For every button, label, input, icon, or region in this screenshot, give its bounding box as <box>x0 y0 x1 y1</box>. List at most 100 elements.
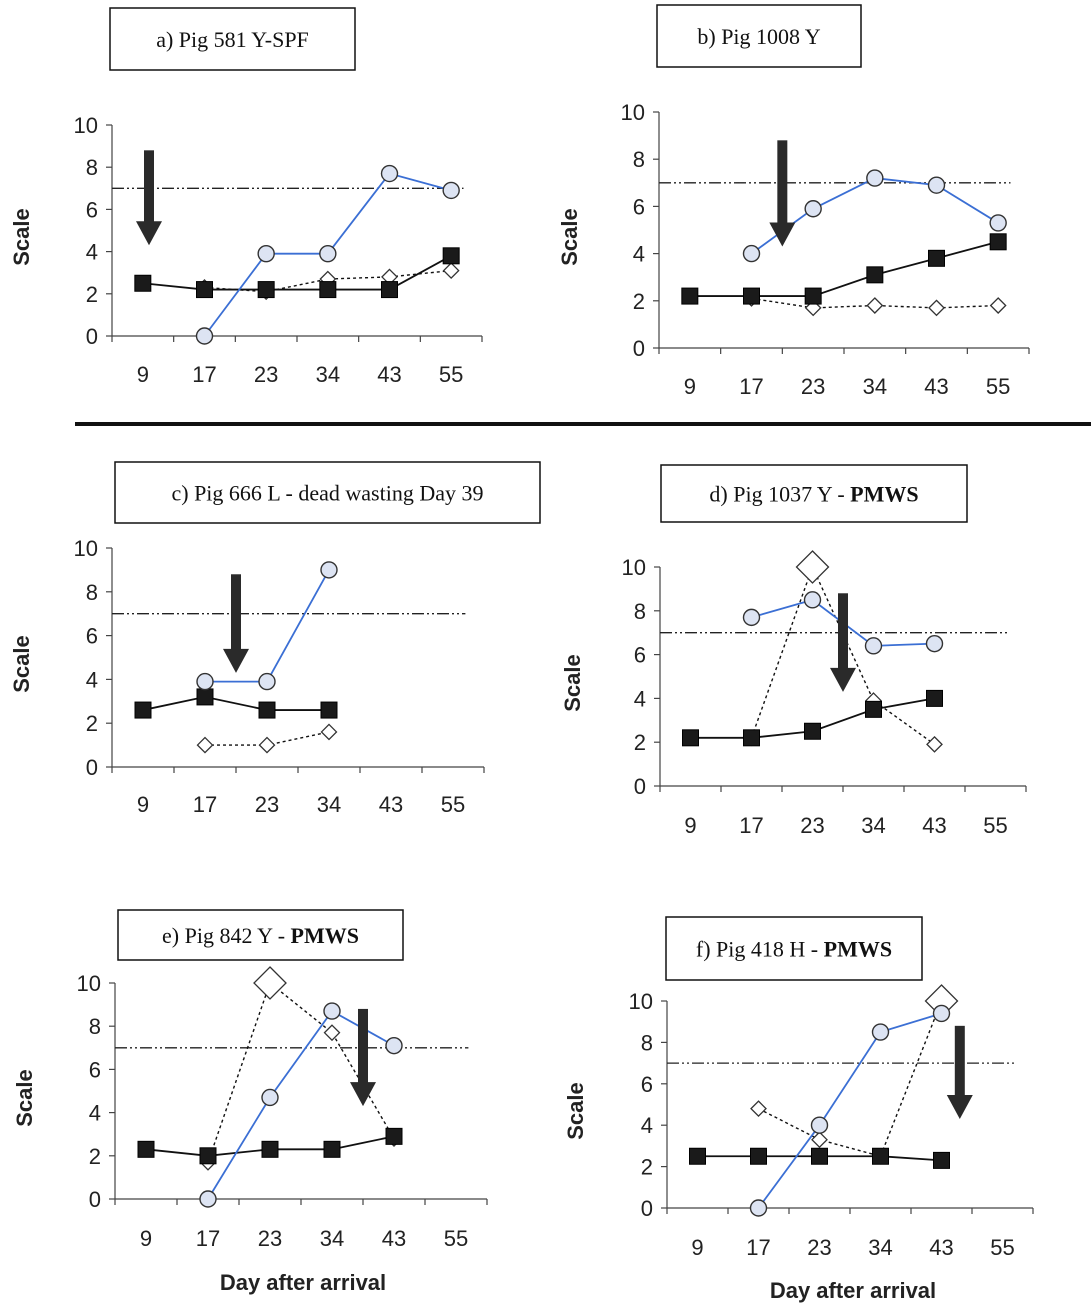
point-diamond <box>750 1100 767 1118</box>
point-square <box>442 247 460 265</box>
point-circle <box>380 164 399 183</box>
y-tick-label: 4 <box>86 667 98 692</box>
x-tick-label: 34 <box>863 374 887 399</box>
point-square <box>743 729 760 747</box>
chart-title-box <box>117 909 404 961</box>
point-square <box>134 701 152 719</box>
point-circle <box>323 1002 341 1020</box>
point-circle <box>199 1190 217 1208</box>
point-diamond <box>926 735 943 753</box>
point-diamond <box>196 736 214 754</box>
x-tick-label: 23 <box>255 792 279 817</box>
series-line-circle <box>205 569 330 683</box>
point-circle <box>319 245 337 263</box>
point-diamond <box>811 1131 828 1149</box>
point-square <box>750 1147 767 1165</box>
point-circle <box>195 327 214 345</box>
y-tick-label: 8 <box>89 1014 101 1039</box>
point-diamond <box>866 297 884 314</box>
y-tick-label: 0 <box>89 1187 101 1212</box>
x-tick-label: 23 <box>801 374 825 399</box>
x-tick-label: 55 <box>986 374 1010 399</box>
point-square <box>196 281 213 299</box>
point-circle <box>803 591 822 609</box>
series-line-diamond <box>751 297 999 309</box>
arrow-head-icon <box>830 667 856 692</box>
point-circle <box>932 1004 951 1023</box>
x-tick-label: 9 <box>137 362 149 387</box>
series-line-circle <box>750 177 999 255</box>
point-square <box>381 281 398 299</box>
arrow-head-icon <box>136 221 162 246</box>
y-tick-label: 2 <box>641 1155 653 1180</box>
chart-panel-4: d) Pig 1037 Y - PMWS 0 2 4 6 8 10 9 17 23 34 43 55 Sc… <box>560 464 1027 838</box>
x-tick-label: 55 <box>990 1235 1014 1260</box>
x-axis-label: Day after arrival <box>770 1278 936 1303</box>
arrow-shaft <box>358 1008 368 1085</box>
arrow-shaft <box>954 1025 965 1097</box>
series-line-square <box>142 255 452 291</box>
point-circle <box>866 169 884 187</box>
chart-title: d) Pig 1037 Y - PMWS <box>709 482 918 507</box>
point-square <box>933 1151 950 1169</box>
chart-title-box <box>114 461 541 524</box>
point-square <box>865 700 882 718</box>
chart-title-box <box>656 4 862 68</box>
y-tick-label: 4 <box>633 242 645 267</box>
y-tick-label: 6 <box>86 624 98 649</box>
point-square <box>137 1140 155 1158</box>
x-tick-label: 34 <box>861 813 885 838</box>
arrow-shaft <box>144 150 154 224</box>
point-square <box>866 266 884 284</box>
point-square <box>196 688 214 706</box>
chart-title-box <box>660 464 968 523</box>
series-line-square <box>689 240 999 297</box>
point-circle <box>927 176 946 194</box>
series-line-circle <box>757 1012 942 1209</box>
y-tick-label: 2 <box>86 282 98 307</box>
point-square <box>811 1147 828 1165</box>
x-tick-label: 43 <box>379 792 403 817</box>
y-tick-label: 4 <box>641 1113 653 1138</box>
x-tick-label: 17 <box>196 1226 220 1251</box>
point-diamond <box>323 1024 341 1042</box>
x-tick-label: 55 <box>439 362 463 387</box>
x-tick-label: 23 <box>800 813 824 838</box>
point-circle <box>258 672 276 691</box>
x-tick-label: 55 <box>444 1226 468 1251</box>
y-tick-label: 6 <box>641 1072 653 1097</box>
point-square <box>682 729 699 747</box>
x-tick-label: 43 <box>924 374 948 399</box>
point-diamond <box>795 550 830 584</box>
x-tick-label: 43 <box>382 1226 406 1251</box>
x-tick-label: 23 <box>807 1235 831 1260</box>
y-tick-label: 2 <box>89 1144 101 1169</box>
chart-title: e) Pig 842 Y - PMWS <box>162 923 359 948</box>
y-tick-label: 2 <box>86 711 98 736</box>
chart-panel-6: f) Pig 418 H - PMWS 0 2 4 6 8 10 9 17 23 34 43 55 Sca… <box>563 916 1034 1303</box>
chart-title: a) Pig 581 Y-SPF <box>156 27 309 52</box>
y-tick-label: 6 <box>86 197 98 222</box>
series-line-square <box>142 695 329 711</box>
point-square <box>689 1147 706 1165</box>
point-square <box>385 1127 403 1145</box>
chart-title-text: d) Pig 1037 Y - <box>709 482 850 507</box>
x-tick-label: 43 <box>929 1235 953 1260</box>
arrow-head-icon <box>350 1082 376 1107</box>
arrow-shaft <box>777 140 788 225</box>
y-tick-label: 10 <box>629 989 653 1014</box>
y-tick-label: 8 <box>634 599 646 624</box>
x-tick-label: 23 <box>258 1226 282 1251</box>
point-square <box>261 1140 279 1158</box>
chart-title-bold: PMWS <box>291 923 359 948</box>
x-tick-label: 34 <box>868 1235 892 1260</box>
point-square <box>320 701 338 719</box>
point-circle <box>742 608 761 627</box>
y-tick-label: 0 <box>634 774 646 799</box>
point-circle <box>742 244 761 263</box>
x-tick-label: 17 <box>192 362 216 387</box>
point-square <box>989 233 1007 251</box>
y-tick-label: 4 <box>86 240 98 265</box>
y-tick-label: 10 <box>74 113 98 138</box>
chart-title: f) Pig 418 H - PMWS <box>696 937 892 962</box>
